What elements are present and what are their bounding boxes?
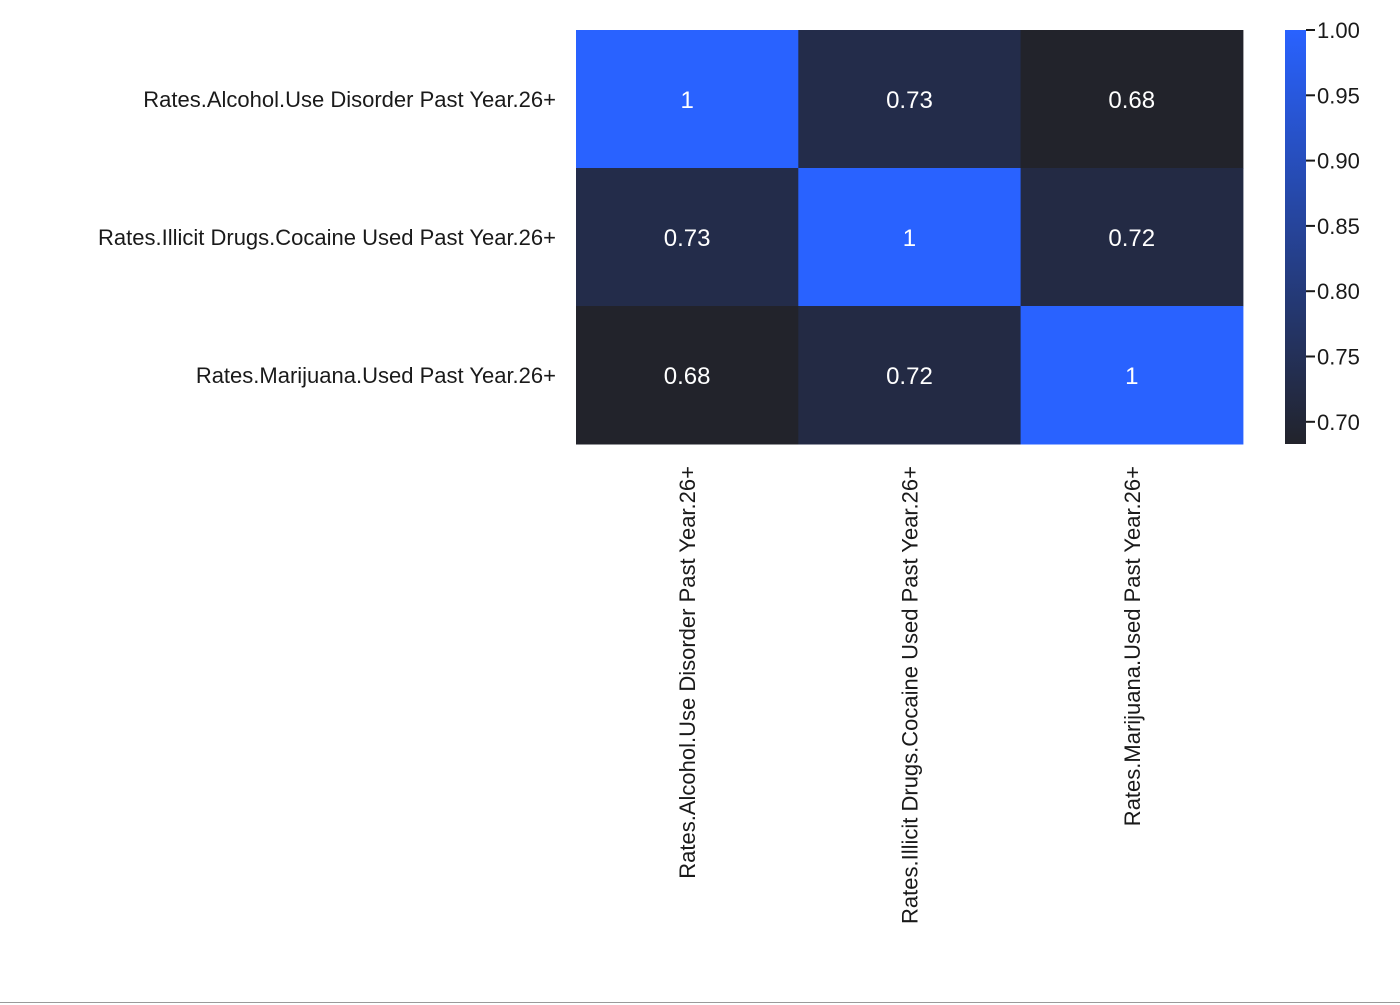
heatmap-cell [798,30,1022,169]
cell-value-label: 0.68 [664,363,711,390]
cell-value-label: 0.72 [886,363,933,390]
heatmap-cell [576,30,799,169]
x-tick-label: Rates.Alcohol.Use Disorder Past Year.26+ [675,466,700,879]
heatmap-cell [798,168,1022,307]
cell-value-label: 1 [903,225,916,252]
heatmap-cell [1020,30,1244,169]
y-tick-label: Rates.Marijuana.Used Past Year.26+ [196,363,556,388]
colorbar-tick-label: 0.80 [1317,279,1360,304]
colorbar-tick-label: 0.90 [1317,149,1360,174]
x-tick-label: Rates.Illicit Drugs.Cocaine Used Past Ye… [897,466,922,924]
cell-value-label: 0.73 [886,87,933,114]
cell-value-label: 1 [680,87,693,114]
colorbar-tick-label: 0.85 [1317,214,1360,239]
cell-value-label: 1 [1125,363,1138,390]
x-tick-label: Rates.Marijuana.Used Past Year.26+ [1120,466,1145,826]
colorbar [1285,30,1306,444]
heatmap-cell [1020,306,1244,445]
colorbar-tick-label: 0.70 [1317,410,1360,435]
heatmap-cell [576,168,799,307]
heatmap-cell [576,306,799,445]
heatmap-cell [798,306,1022,445]
colorbar-tick-label: 0.75 [1317,344,1360,369]
y-tick-label: Rates.Alcohol.Use Disorder Past Year.26+ [143,87,556,112]
cell-value-label: 0.68 [1108,87,1155,114]
cell-value-label: 0.73 [664,225,711,252]
bottom-divider [0,1002,1400,1003]
cell-value-label: 0.72 [1108,225,1155,252]
y-tick-label: Rates.Illicit Drugs.Cocaine Used Past Ye… [98,225,556,250]
colorbar-tick-label: 1.00 [1317,18,1360,43]
heatmap-cell [1020,168,1244,307]
colorbar-tick-label: 0.95 [1317,83,1360,108]
